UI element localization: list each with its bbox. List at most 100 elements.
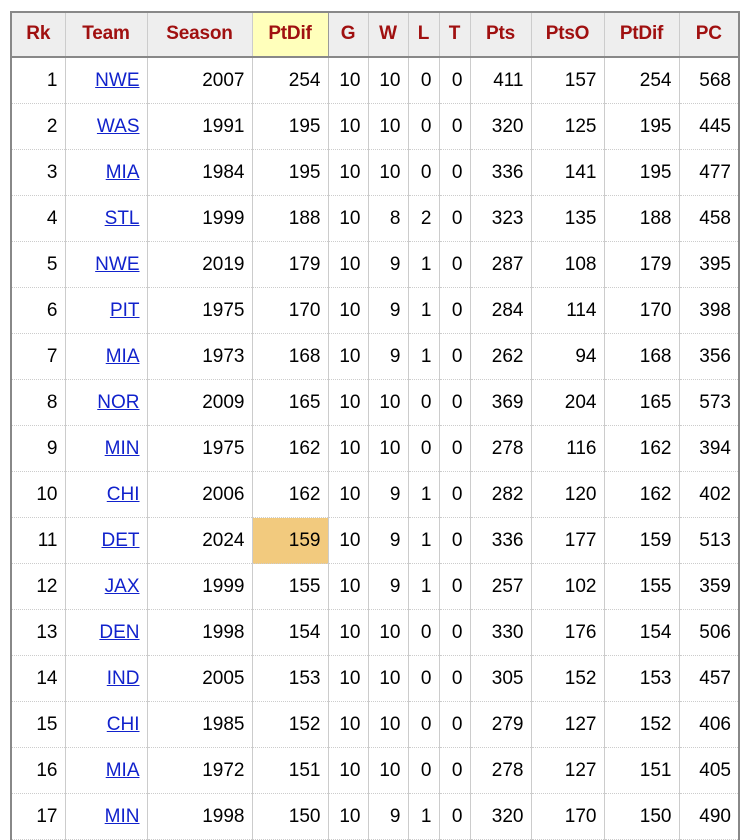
cell-l: 1 bbox=[407, 563, 440, 610]
cell-pc: 513 bbox=[678, 517, 739, 564]
cell-ptdif1: 168 bbox=[251, 333, 329, 380]
column-header-team[interactable]: Team bbox=[64, 11, 148, 58]
cell-w: 10 bbox=[367, 425, 409, 472]
column-header-l[interactable]: L bbox=[407, 11, 440, 58]
cell-ptso: 170 bbox=[530, 793, 605, 840]
column-header-g[interactable]: G bbox=[327, 11, 369, 58]
cell-pts: 320 bbox=[469, 793, 532, 840]
cell-team: JAX bbox=[64, 563, 148, 610]
team-link[interactable]: PIT bbox=[109, 300, 140, 321]
team-link[interactable]: CHI bbox=[106, 484, 140, 505]
cell-l: 0 bbox=[407, 701, 440, 748]
team-link[interactable]: MIA bbox=[105, 346, 140, 367]
cell-ptso: 176 bbox=[530, 609, 605, 656]
table-row: 3 MIA 1984 195 10 10 0 0 336 141 195 477 bbox=[11, 149, 739, 196]
cell-t: 0 bbox=[438, 471, 471, 518]
team-link[interactable]: WAS bbox=[96, 116, 140, 137]
cell-ptdif1: 254 bbox=[251, 57, 329, 104]
cell-ptdif1: 159 bbox=[251, 517, 329, 564]
cell-pts: 278 bbox=[469, 747, 532, 794]
cell-team: MIA bbox=[64, 149, 148, 196]
cell-pc: 573 bbox=[678, 379, 739, 426]
cell-pc: 405 bbox=[678, 747, 739, 794]
table-row: 13 DEN 1998 154 10 10 0 0 330 176 154 506 bbox=[11, 609, 739, 656]
cell-pts: 320 bbox=[469, 103, 532, 150]
cell-ptdif2: 150 bbox=[603, 793, 680, 840]
team-link[interactable]: STL bbox=[104, 208, 140, 229]
cell-ptdif1: 162 bbox=[251, 425, 329, 472]
team-link[interactable]: CHI bbox=[106, 714, 140, 735]
cell-pc: 398 bbox=[678, 287, 739, 334]
cell-team: MIA bbox=[64, 333, 148, 380]
team-link[interactable]: IND bbox=[106, 668, 140, 689]
cell-ptso: 102 bbox=[530, 563, 605, 610]
table-row: 2 WAS 1991 195 10 10 0 0 320 125 195 445 bbox=[11, 103, 739, 150]
cell-l: 0 bbox=[407, 379, 440, 426]
cell-pts: 305 bbox=[469, 655, 532, 702]
team-link[interactable]: MIN bbox=[104, 438, 140, 459]
column-header-rk[interactable]: Rk bbox=[11, 11, 66, 58]
column-header-w[interactable]: W bbox=[367, 11, 409, 58]
cell-pc: 359 bbox=[678, 563, 739, 610]
cell-ptso: 94 bbox=[530, 333, 605, 380]
cell-pts: 411 bbox=[469, 57, 532, 104]
cell-ptdif1: 179 bbox=[251, 241, 329, 288]
team-link[interactable]: MIN bbox=[104, 806, 140, 827]
table-row: 17 MIN 1998 150 10 9 1 0 320 170 150 490 bbox=[11, 793, 739, 840]
cell-team: IND bbox=[64, 655, 148, 702]
cell-rk: 15 bbox=[11, 701, 66, 748]
cell-rk: 9 bbox=[11, 425, 66, 472]
cell-pts: 282 bbox=[469, 471, 532, 518]
cell-ptdif1: 188 bbox=[251, 195, 329, 242]
cell-l: 0 bbox=[407, 655, 440, 702]
cell-team: DET bbox=[64, 517, 148, 564]
cell-l: 0 bbox=[407, 149, 440, 196]
table-header: Rk Team Season PtDif G W L T Pts PtsO PtDif PC bbox=[11, 11, 739, 58]
cell-ptdif1: 155 bbox=[251, 563, 329, 610]
team-link[interactable]: NOR bbox=[97, 392, 140, 413]
cell-w: 10 bbox=[367, 379, 409, 426]
column-header-ptdif1[interactable]: PtDif bbox=[251, 11, 329, 58]
cell-rk: 4 bbox=[11, 195, 66, 242]
team-link[interactable]: NWE bbox=[95, 70, 140, 91]
cell-t: 0 bbox=[438, 793, 471, 840]
cell-pts: 323 bbox=[469, 195, 532, 242]
column-header-ptdif2[interactable]: PtDif bbox=[603, 11, 680, 58]
cell-ptdif1: 165 bbox=[251, 379, 329, 426]
cell-pts: 369 bbox=[469, 379, 532, 426]
cell-ptso: 116 bbox=[530, 425, 605, 472]
cell-pts: 336 bbox=[469, 517, 532, 564]
cell-ptso: 120 bbox=[530, 471, 605, 518]
column-header-pc[interactable]: PC bbox=[678, 11, 739, 58]
cell-ptdif1: 150 bbox=[251, 793, 329, 840]
column-header-season[interactable]: Season bbox=[146, 11, 253, 58]
table-row: 15 CHI 1985 152 10 10 0 0 279 127 152 406 bbox=[11, 701, 739, 748]
team-link[interactable]: DET bbox=[101, 530, 140, 551]
column-header-ptso[interactable]: PtsO bbox=[530, 11, 605, 58]
cell-l: 2 bbox=[407, 195, 440, 242]
cell-season: 1991 bbox=[146, 103, 253, 150]
cell-g: 10 bbox=[327, 609, 369, 656]
cell-pc: 406 bbox=[678, 701, 739, 748]
cell-w: 10 bbox=[367, 149, 409, 196]
cell-g: 10 bbox=[327, 103, 369, 150]
cell-pc: 395 bbox=[678, 241, 739, 288]
team-link[interactable]: MIA bbox=[105, 760, 140, 781]
cell-g: 10 bbox=[327, 563, 369, 610]
column-header-pts[interactable]: Pts bbox=[469, 11, 532, 58]
team-link[interactable]: DEN bbox=[99, 622, 140, 643]
team-link[interactable]: NWE bbox=[95, 254, 140, 275]
column-header-t[interactable]: T bbox=[438, 11, 471, 58]
cell-ptdif1: 151 bbox=[251, 747, 329, 794]
cell-season: 2019 bbox=[146, 241, 253, 288]
table-row: 9 MIN 1975 162 10 10 0 0 278 116 162 394 bbox=[11, 425, 739, 472]
cell-season: 2009 bbox=[146, 379, 253, 426]
cell-pc: 490 bbox=[678, 793, 739, 840]
team-link[interactable]: JAX bbox=[104, 576, 140, 597]
cell-w: 9 bbox=[367, 287, 409, 334]
table-body: 1 NWE 2007 254 10 10 0 0 411 157 254 568 2 WAS 1991 195… bbox=[11, 57, 739, 840]
table-header-row: Rk Team Season PtDif G W L T Pts PtsO PtDif PC bbox=[11, 11, 739, 58]
cell-pc: 457 bbox=[678, 655, 739, 702]
team-link[interactable]: MIA bbox=[105, 162, 140, 183]
cell-team: NWE bbox=[64, 57, 148, 104]
